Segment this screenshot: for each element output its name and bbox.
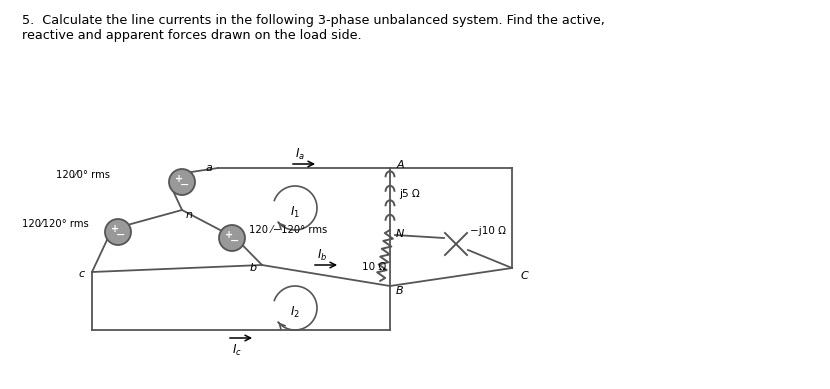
Text: 120 ⁄−120° rms: 120 ⁄−120° rms (249, 225, 327, 235)
Text: reactive and apparent forces drawn on the load side.: reactive and apparent forces drawn on th… (22, 29, 362, 42)
Text: a: a (206, 163, 212, 173)
Text: A: A (396, 160, 404, 170)
Text: 120⁄0° rms: 120⁄0° rms (56, 170, 110, 180)
Text: 5.  Calculate the line currents in the following 3-phase unbalanced system. Find: 5. Calculate the line currents in the fo… (22, 14, 605, 27)
Text: $I_2$: $I_2$ (290, 305, 300, 319)
Circle shape (105, 219, 131, 245)
Text: $I_1$: $I_1$ (290, 205, 300, 219)
Text: b: b (250, 263, 256, 273)
Text: 120⁄120° rms: 120⁄120° rms (22, 219, 89, 229)
Text: 10 Ω: 10 Ω (362, 262, 386, 272)
Text: −: − (180, 180, 190, 190)
Text: N: N (396, 229, 404, 239)
Text: −j10 Ω: −j10 Ω (470, 226, 506, 236)
Circle shape (169, 169, 195, 195)
Text: C: C (520, 271, 528, 281)
Text: +: + (175, 173, 183, 184)
Text: $I_a$: $I_a$ (295, 146, 305, 161)
Text: −: − (116, 230, 125, 240)
Text: n: n (185, 210, 193, 220)
Text: c: c (79, 269, 85, 279)
Text: +: + (111, 224, 119, 233)
Text: −: − (230, 236, 240, 246)
Text: j5 Ω: j5 Ω (399, 189, 420, 199)
Text: $I_c$: $I_c$ (232, 342, 242, 357)
Text: +: + (225, 230, 233, 240)
Circle shape (219, 225, 245, 251)
Text: B: B (396, 286, 404, 296)
Text: $I_b$: $I_b$ (317, 247, 327, 263)
